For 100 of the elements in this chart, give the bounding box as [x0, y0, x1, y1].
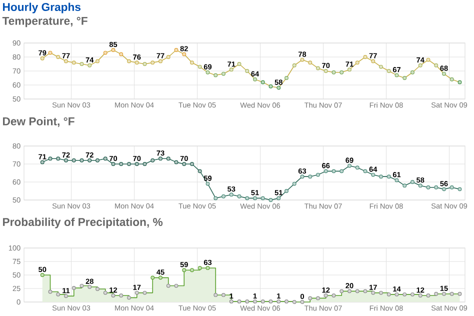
point — [214, 293, 218, 297]
point — [308, 296, 312, 300]
point — [402, 292, 407, 296]
point — [426, 58, 430, 62]
point — [340, 169, 344, 174]
point — [127, 59, 131, 64]
point — [418, 63, 422, 68]
point — [371, 59, 376, 64]
point — [111, 48, 116, 52]
point — [340, 289, 344, 294]
point — [174, 48, 178, 52]
point — [332, 169, 336, 174]
point — [340, 70, 344, 74]
point — [222, 194, 226, 198]
point — [410, 180, 414, 184]
point — [72, 60, 76, 65]
point — [166, 284, 170, 288]
point — [371, 290, 376, 295]
point — [150, 158, 155, 162]
point — [190, 60, 194, 65]
point — [434, 63, 438, 68]
point — [134, 162, 139, 166]
point — [450, 185, 454, 190]
point — [127, 296, 131, 300]
point — [166, 55, 170, 59]
point — [450, 77, 454, 82]
point — [64, 59, 68, 64]
point — [260, 80, 265, 84]
point — [308, 174, 312, 179]
point — [379, 64, 383, 69]
point — [434, 292, 438, 296]
point — [56, 55, 60, 59]
point — [284, 299, 288, 304]
point — [253, 196, 257, 200]
point — [127, 162, 131, 166]
point — [458, 80, 462, 84]
point — [245, 69, 250, 73]
point — [229, 299, 234, 304]
point — [56, 292, 60, 296]
point — [103, 156, 108, 161]
point — [206, 70, 210, 74]
point — [268, 299, 273, 304]
point — [260, 196, 265, 200]
point — [324, 294, 328, 298]
point — [276, 196, 281, 200]
point — [348, 164, 352, 168]
chart-title: Temperature, °F — [2, 16, 88, 28]
point — [458, 187, 462, 192]
point — [166, 156, 170, 161]
point — [198, 169, 202, 174]
point — [426, 294, 430, 298]
point — [410, 292, 414, 296]
point — [158, 276, 162, 280]
point — [182, 162, 186, 166]
point — [418, 294, 422, 298]
point — [284, 189, 288, 193]
point — [442, 187, 446, 192]
point — [458, 292, 462, 296]
point — [442, 72, 446, 76]
point — [103, 50, 108, 55]
point — [111, 162, 116, 166]
point — [402, 184, 407, 188]
point — [56, 156, 60, 161]
point — [88, 284, 92, 289]
point — [174, 160, 178, 164]
point — [190, 268, 194, 272]
chart-title: Dew Point, °F — [3, 117, 74, 127]
point — [158, 59, 162, 64]
point — [276, 86, 281, 90]
point — [418, 184, 422, 188]
point — [96, 158, 100, 162]
point — [88, 158, 92, 162]
point — [332, 294, 336, 298]
point — [379, 290, 383, 295]
point — [371, 172, 376, 177]
point — [214, 196, 218, 200]
point — [292, 182, 296, 186]
point — [253, 77, 257, 82]
point — [426, 185, 430, 190]
point — [80, 62, 84, 66]
point — [434, 185, 438, 190]
point — [348, 289, 352, 294]
point — [222, 72, 226, 76]
point — [174, 284, 178, 288]
point — [260, 299, 265, 304]
point — [324, 69, 328, 73]
point — [394, 292, 399, 296]
point — [229, 192, 234, 197]
point — [245, 196, 250, 200]
point — [103, 290, 108, 295]
point — [64, 294, 68, 298]
point — [394, 178, 399, 182]
point — [276, 299, 281, 304]
point — [111, 294, 116, 298]
point — [222, 293, 226, 297]
point — [410, 70, 414, 74]
point — [40, 273, 44, 277]
point — [72, 286, 76, 290]
point — [80, 284, 84, 288]
point — [40, 160, 44, 164]
